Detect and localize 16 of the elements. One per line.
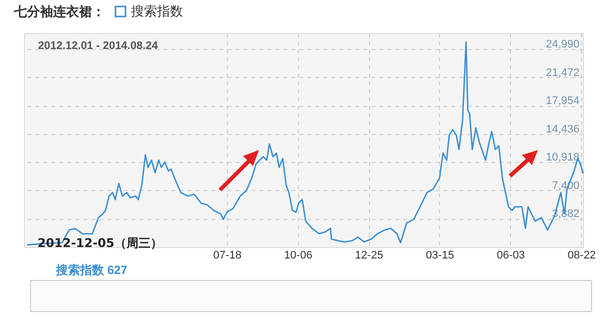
y-tick-label: 21,472 bbox=[546, 66, 580, 79]
x-tick-label: 03-15 bbox=[426, 250, 454, 262]
legend-label: 搜索指数 bbox=[131, 4, 183, 20]
y-tick-label: 10,918 bbox=[546, 152, 580, 164]
annotation: 2012-12-05（周三） bbox=[38, 236, 162, 250]
y-tick-label: 24,990 bbox=[546, 38, 580, 51]
x-tick-label: 06-03 bbox=[496, 250, 525, 262]
x-tick-label: 07-18 bbox=[213, 250, 242, 262]
x-tick-label: 08-22 bbox=[568, 250, 596, 262]
y-tick-label: 17,954 bbox=[546, 95, 580, 108]
chart-title: 七分袖连衣裙： bbox=[13, 4, 105, 20]
x-tick-label: 10-06 bbox=[284, 250, 312, 262]
text: 搜索指数 627 bbox=[52, 262, 132, 279]
x-tick-label: 12-25 bbox=[355, 250, 384, 262]
y-tick-label: 14,436 bbox=[546, 123, 580, 136]
text: 2012.12.01 - 2014.08.24 bbox=[38, 40, 158, 52]
